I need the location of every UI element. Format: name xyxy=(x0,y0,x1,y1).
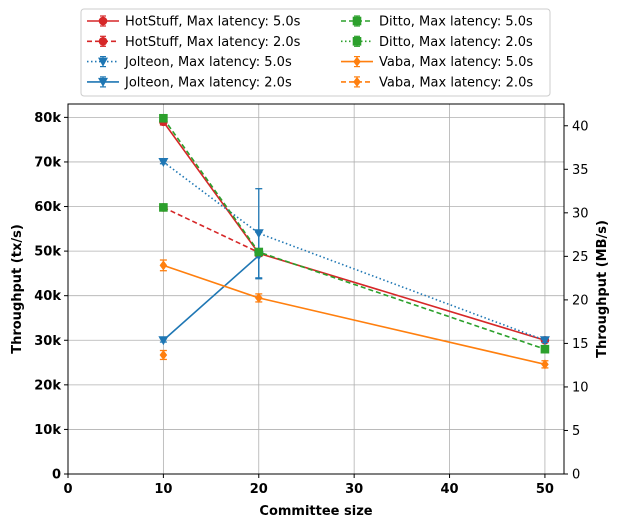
legend-label: Jolteon, Max latency: 5.0s xyxy=(124,55,292,70)
y-tick-label: 30k xyxy=(34,334,61,349)
legend-item: HotStuff, Max latency: 2.0s xyxy=(87,35,301,50)
y-right-tick-label: 15 xyxy=(572,337,589,352)
legend-marker xyxy=(353,76,361,87)
data-point xyxy=(158,336,169,346)
legend-marker xyxy=(352,16,362,26)
x-tick-label: 10 xyxy=(154,482,172,497)
data-point xyxy=(158,157,169,167)
x-tick-label: 0 xyxy=(63,482,72,497)
legend-marker xyxy=(98,16,108,26)
legend-item: HotStuff, Max latency: 5.0s xyxy=(87,15,301,30)
legend-label: Ditto, Max latency: 2.0s xyxy=(379,35,533,50)
legend-label: HotStuff, Max latency: 5.0s xyxy=(125,15,301,30)
legend-marker xyxy=(98,57,108,67)
y-tick-label: 10k xyxy=(34,423,61,438)
legend-item: Vaba, Max latency: 2.0s xyxy=(341,75,533,90)
data-point xyxy=(159,113,168,123)
x-tick-label: 50 xyxy=(536,482,554,497)
y-right-tick-label: 20 xyxy=(572,293,589,308)
y-right-tick-label: 35 xyxy=(572,163,589,178)
y-tick-label: 50k xyxy=(34,245,61,260)
data-point xyxy=(159,349,168,360)
y-tick-label: 20k xyxy=(34,378,61,393)
legend-label: Jolteon, Max latency: 2.0s xyxy=(124,75,292,90)
series-7 xyxy=(159,349,168,361)
legend-marker xyxy=(98,77,108,87)
x-tick-label: 20 xyxy=(250,482,268,497)
y-tick-label: 70k xyxy=(34,155,61,170)
y-right-tick-label: 25 xyxy=(572,250,589,265)
legend-label: Vaba, Max latency: 2.0s xyxy=(379,75,533,90)
legend-label: HotStuff, Max latency: 2.0s xyxy=(125,35,301,50)
y-tick-label: 0 xyxy=(52,468,61,483)
series-1 xyxy=(159,203,264,257)
series-line xyxy=(162,254,260,341)
y-axis-label-right: Throughput (MB/s) xyxy=(595,220,610,358)
series-layer xyxy=(158,113,550,370)
data-point xyxy=(540,344,550,354)
y-right-tick-label: 30 xyxy=(572,206,589,221)
legend-label: Ditto, Max latency: 5.0s xyxy=(379,15,533,30)
legend: HotStuff, Max latency: 5.0s HotStuff, Max… xyxy=(80,8,551,97)
data-point xyxy=(541,359,549,370)
legend-item: Ditto, Max latency: 5.0s xyxy=(341,15,533,30)
axes: 0 10 20 30 40 50 0 10k 20k 30k 40k 50k 60k 70k 80k 0 5 10… xyxy=(34,111,588,497)
y-right-tick-label: 0 xyxy=(572,468,580,483)
legend-item: Jolteon, Max latency: 5.0s xyxy=(87,55,292,70)
data-point xyxy=(254,292,263,303)
y-right-tick-label: 40 xyxy=(572,119,589,134)
legend-marker xyxy=(353,56,361,67)
data-point xyxy=(539,336,550,346)
data-point xyxy=(159,260,168,271)
grid xyxy=(67,104,564,475)
series-line xyxy=(163,206,260,254)
legend-marker xyxy=(352,37,362,46)
legend-item: Jolteon, Max latency: 2.0s xyxy=(87,75,292,90)
series-4 xyxy=(159,113,550,354)
legend-label: Vaba, Max latency: 5.0s xyxy=(379,55,533,70)
legend-item: Ditto, Max latency: 2.0s xyxy=(341,35,533,50)
x-tick-label: 30 xyxy=(345,482,363,497)
series-3 xyxy=(158,231,264,346)
legend-item: Vaba, Max latency: 5.0s xyxy=(341,55,533,70)
legend-box xyxy=(80,8,551,97)
plot-frame xyxy=(67,103,565,475)
y-right-tick-label: 10 xyxy=(572,380,589,395)
y-axis-label: Throughput (tx/s) xyxy=(10,224,25,354)
series-6 xyxy=(159,259,549,370)
legend-marker xyxy=(98,37,108,46)
series-5 xyxy=(159,203,168,212)
y-tick-label: 60k xyxy=(34,200,61,215)
y-right-tick-label: 5 xyxy=(572,424,580,439)
y-tick-label: 40k xyxy=(34,289,61,304)
data-point xyxy=(159,203,168,212)
x-axis-label: Committee size xyxy=(259,504,372,519)
x-tick-label: 40 xyxy=(440,482,458,497)
y-tick-label: 80k xyxy=(34,111,61,126)
data-point xyxy=(254,247,264,257)
